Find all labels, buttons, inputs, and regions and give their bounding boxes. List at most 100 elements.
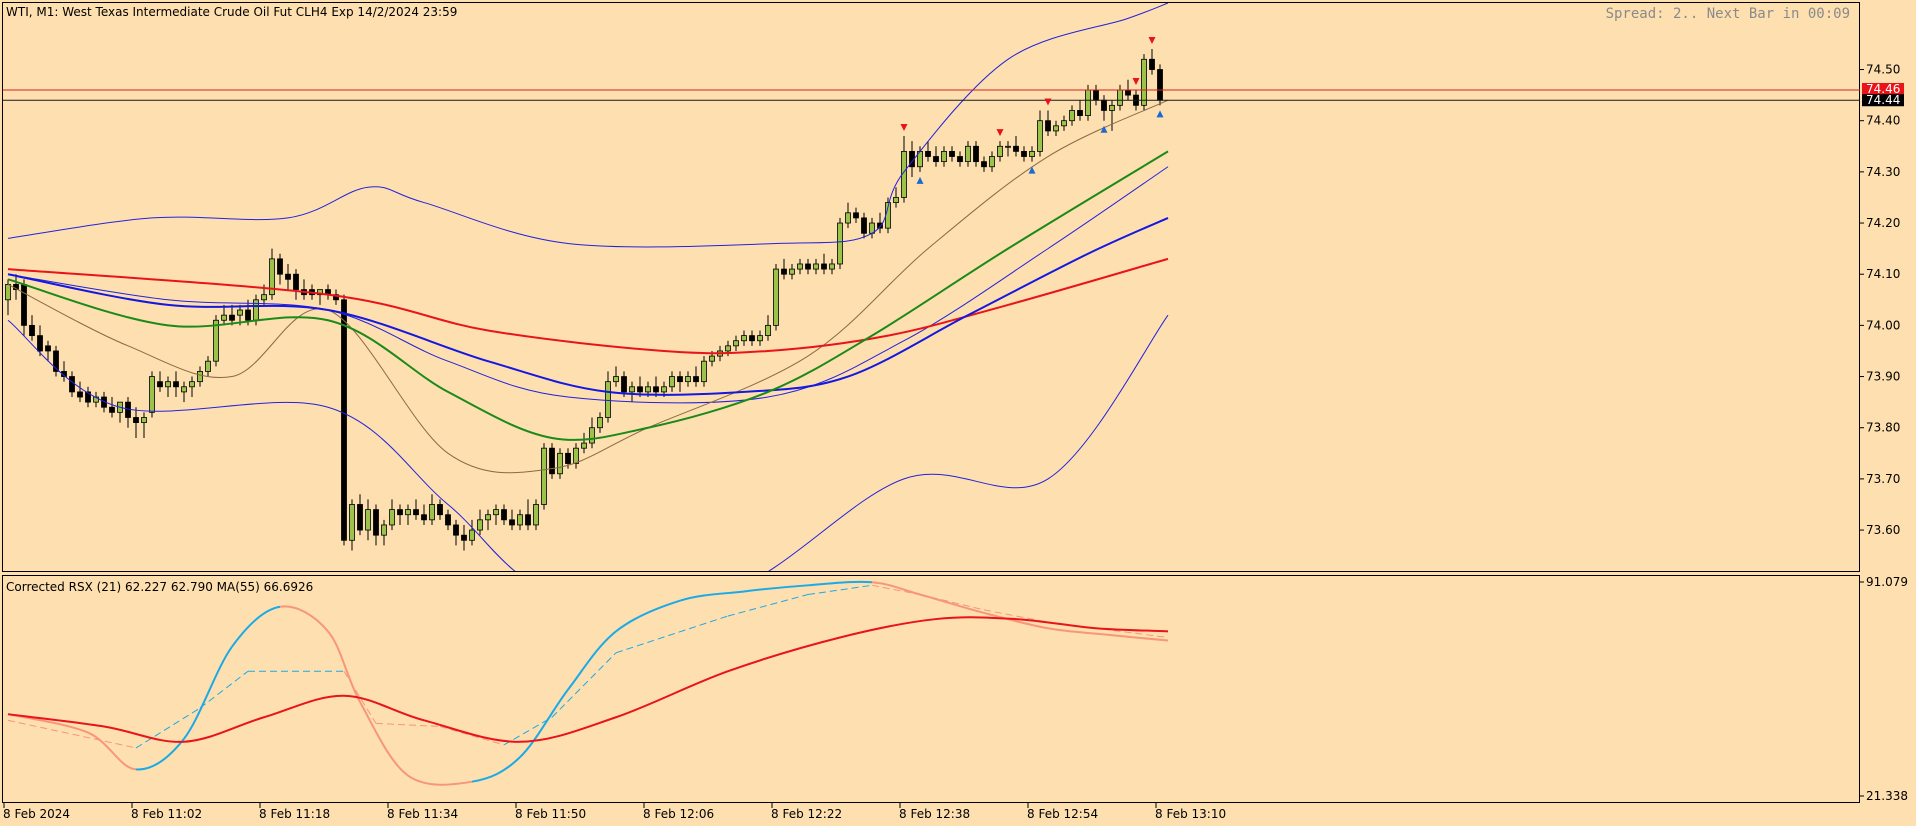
candle-body (1093, 89, 1099, 101)
y-tick-label: 74.20 (1866, 216, 1900, 230)
candle-body (21, 284, 27, 326)
brown-average-line (7, 99, 1169, 474)
candle-body (933, 156, 939, 163)
rsx-line-segment (983, 611, 1049, 630)
candle-body (1077, 110, 1083, 116)
candle (573, 443, 579, 469)
x-tick-label: 8 Feb 12:06 (643, 807, 714, 821)
sell-arrow-icon (1044, 98, 1052, 106)
candle-body (773, 268, 779, 326)
candle (53, 345, 59, 377)
overlays-layer (3, 3, 1860, 571)
candle-body (341, 299, 347, 541)
candle-body (701, 360, 707, 383)
candle (445, 509, 451, 531)
candle-body (573, 447, 579, 464)
candle (949, 146, 955, 162)
x-tick-label: 8 Feb 12:22 (771, 807, 842, 821)
candle-body (45, 345, 51, 352)
candle-body (781, 268, 787, 275)
candle (469, 519, 475, 546)
candle (221, 304, 227, 326)
candle (981, 156, 987, 172)
candle (813, 258, 819, 275)
y-tick-label: 74.10 (1866, 267, 1900, 281)
candle (789, 263, 795, 280)
candle-body (965, 145, 971, 163)
candle-body (693, 376, 699, 383)
candle (877, 212, 883, 234)
candle-body (397, 509, 403, 516)
candle (349, 499, 355, 551)
candle-body (837, 222, 843, 265)
candle-body (597, 417, 603, 429)
candle (45, 340, 51, 362)
candle-body (85, 391, 91, 403)
candle-body (453, 524, 459, 536)
rsx-line-segment (183, 646, 233, 740)
candle-body (61, 371, 67, 377)
y-tick-label: 73.60 (1866, 523, 1900, 537)
candle-body (957, 156, 963, 163)
candle-body (181, 386, 187, 393)
candle-body (605, 381, 611, 418)
candle-body (469, 529, 475, 541)
x-tick-label: 8 Feb 12:54 (1027, 807, 1098, 821)
candle (205, 356, 211, 377)
candle (413, 499, 419, 520)
candle (365, 499, 371, 541)
candle-body (405, 509, 411, 516)
candle-body (941, 150, 947, 163)
candle-body (997, 145, 1003, 157)
buy-arrow-icon (1028, 166, 1036, 174)
candle (541, 443, 547, 510)
candle-body (445, 514, 451, 526)
candle-body (861, 217, 867, 234)
candle-body (237, 309, 243, 316)
candle-body (1021, 150, 1027, 157)
candle-body (1005, 145, 1011, 148)
candle (61, 361, 67, 382)
buy-arrow-icon (916, 176, 924, 184)
candle-body (381, 524, 387, 536)
candle-body (829, 263, 835, 270)
candle-body (285, 273, 291, 280)
candle (933, 146, 939, 167)
candle-body (845, 212, 851, 224)
candle (1149, 49, 1155, 75)
candle (853, 207, 859, 224)
price-pane-frame (2, 2, 1860, 572)
candle-body (797, 263, 803, 270)
candle (157, 371, 163, 392)
candle (381, 519, 387, 546)
candle (197, 366, 203, 387)
rsx-layer (7, 580, 1169, 786)
candle (85, 386, 91, 408)
candle (165, 376, 171, 398)
candle-body (245, 309, 251, 321)
candle (533, 499, 539, 531)
rsx-signal-dashed-segment (727, 594, 809, 617)
candle-body (805, 263, 811, 270)
candle (773, 263, 779, 331)
candle-body (677, 376, 683, 383)
candle (29, 315, 35, 341)
candle-body (541, 447, 547, 505)
rsx-line-segment (87, 731, 137, 771)
candle (765, 315, 771, 341)
rsx-signal-dashed-segment (135, 707, 201, 749)
candle (1061, 115, 1067, 131)
rsx-line-segment (1047, 627, 1105, 636)
candle-body (349, 504, 355, 541)
candle-body (165, 381, 171, 388)
candle (989, 151, 995, 172)
candle-body (813, 263, 819, 270)
candle-body (5, 284, 11, 301)
rsx-line-segment (279, 605, 329, 632)
candle (829, 258, 835, 275)
candle (549, 443, 555, 479)
sell-arrow-icon (1148, 37, 1156, 45)
candle (109, 397, 115, 418)
candle (701, 356, 707, 387)
